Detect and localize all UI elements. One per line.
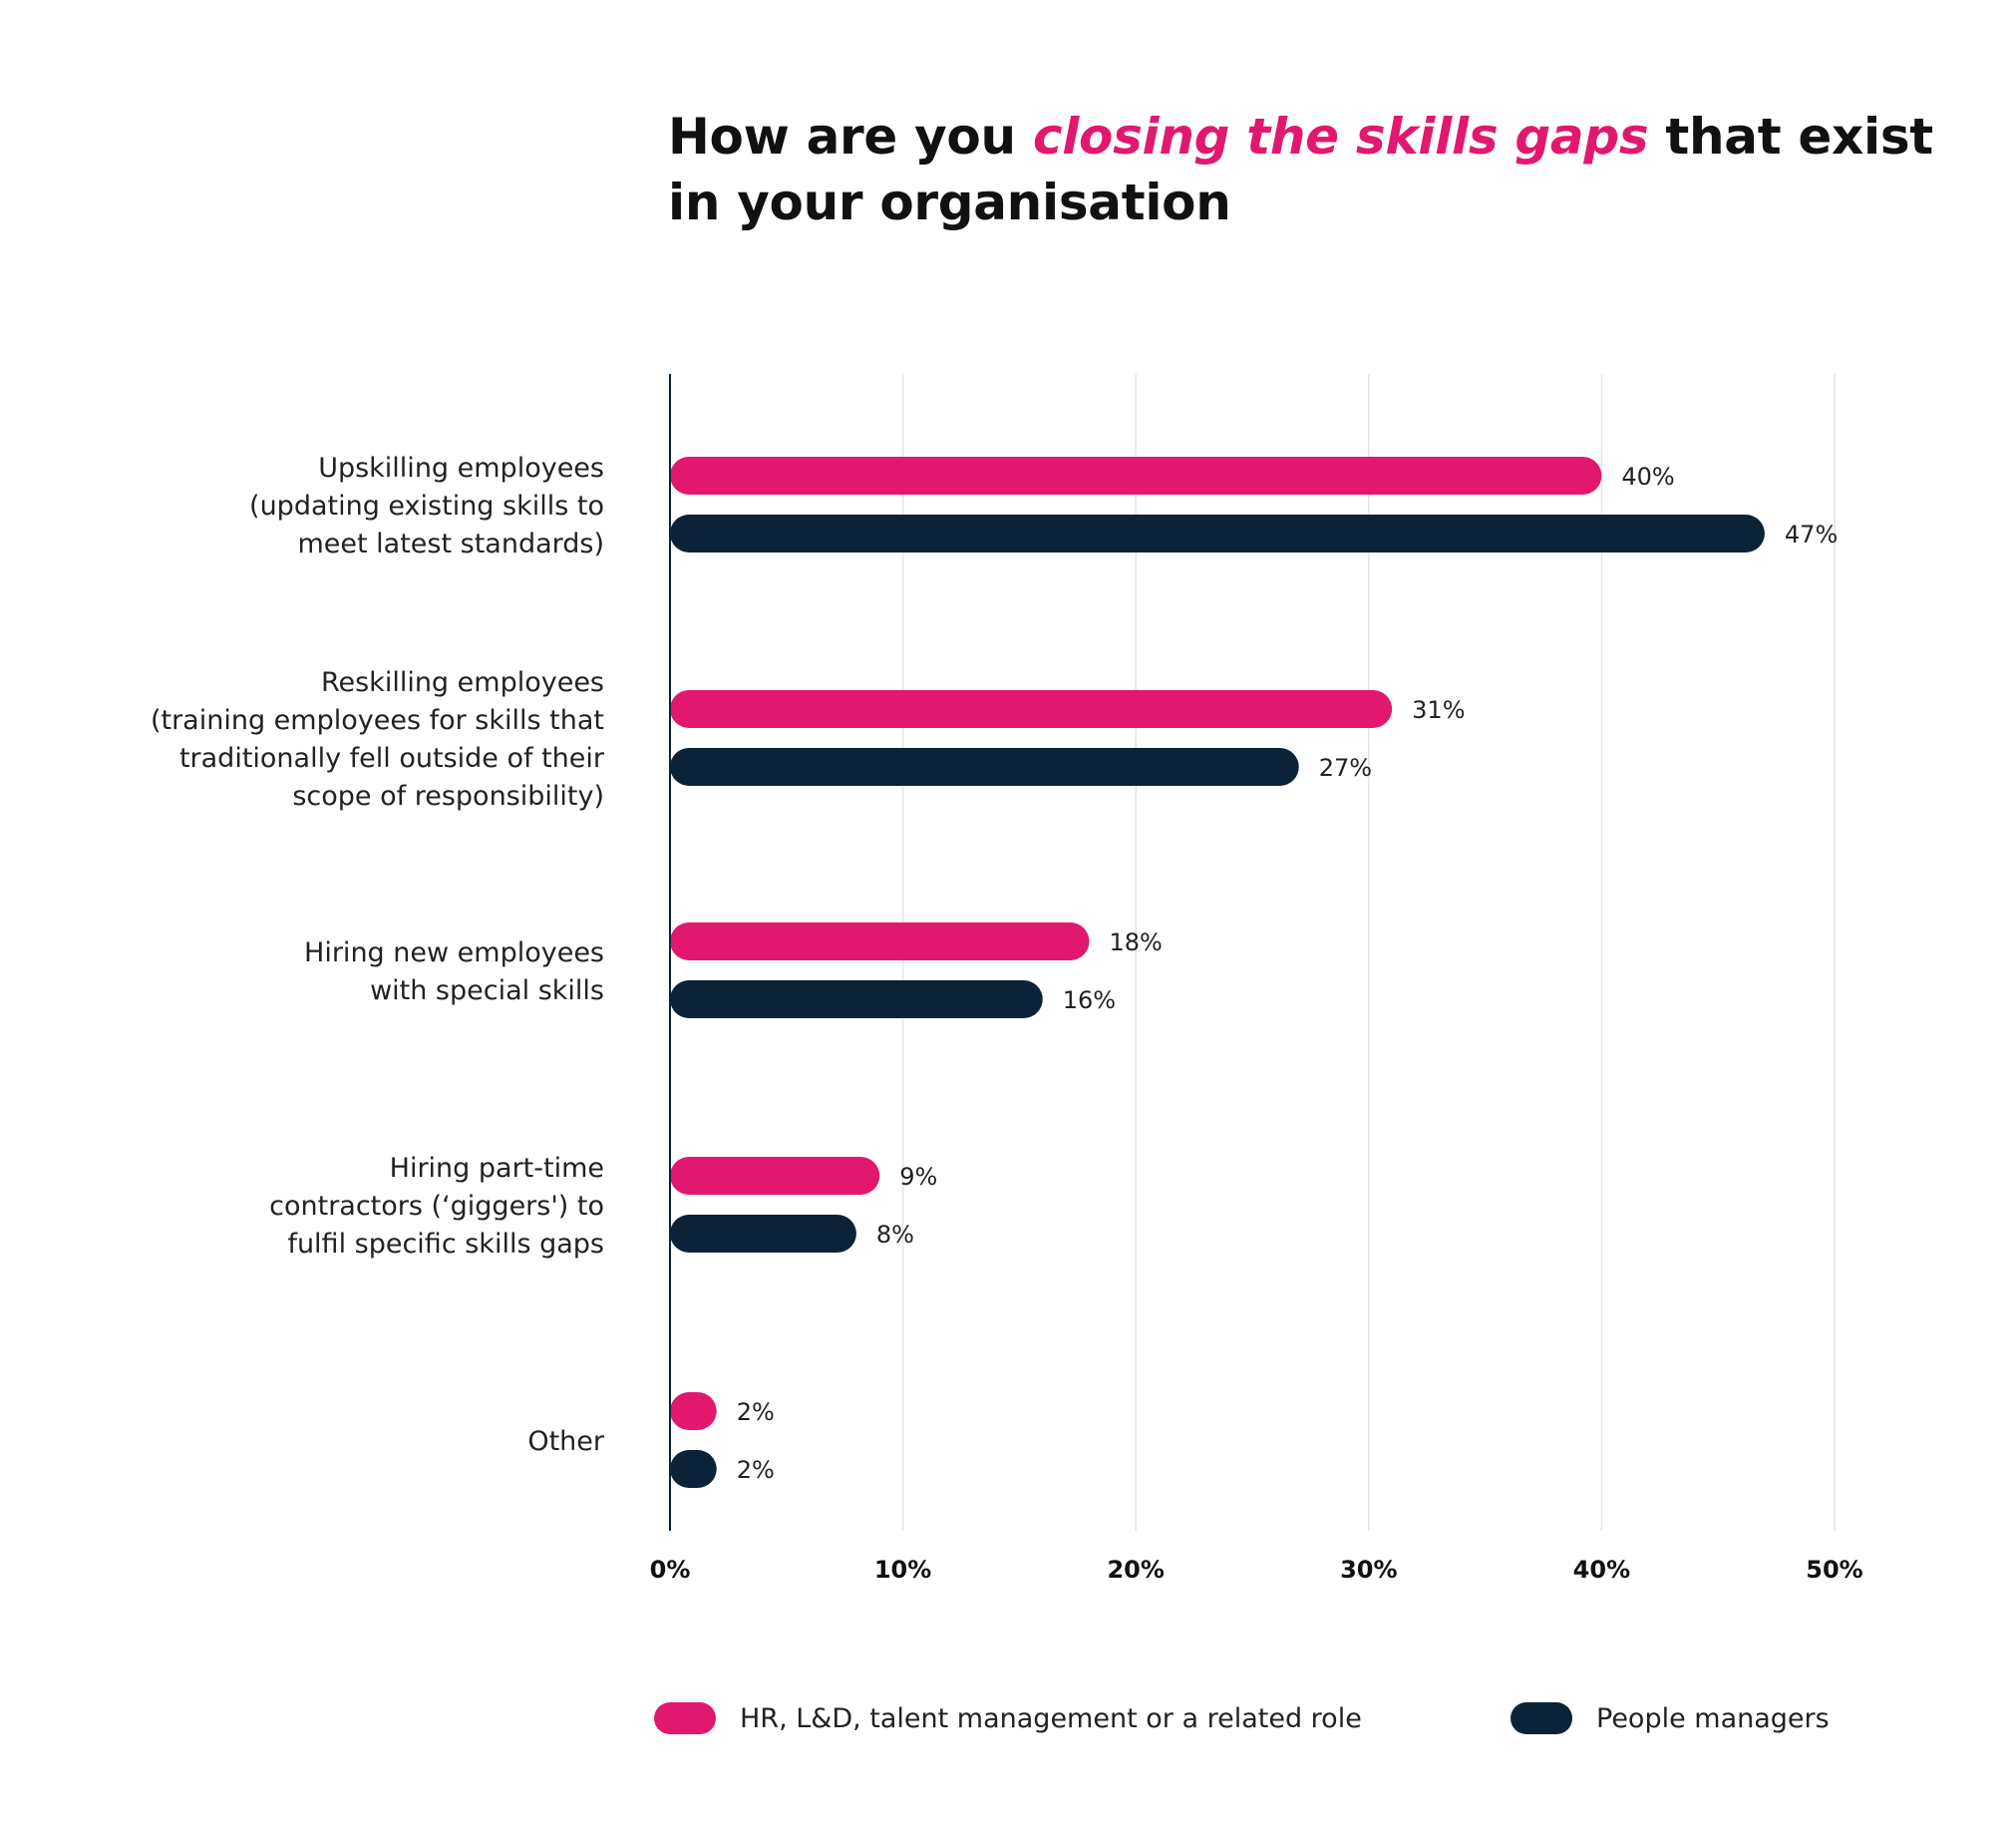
- data-label: 18%: [1109, 928, 1162, 956]
- data-label: 31%: [1412, 696, 1465, 724]
- category-label-line: Hiring new employees: [304, 937, 604, 968]
- bar-people-managers: [670, 515, 1765, 552]
- data-label: 2%: [737, 1456, 775, 1484]
- category-label-line: Hiring part-time: [390, 1153, 604, 1184]
- data-label: 16%: [1063, 986, 1116, 1014]
- category-label-line: scope of responsibility): [292, 781, 604, 812]
- data-label: 8%: [876, 1221, 914, 1249]
- title-part-2: that exist in your organisation: [668, 108, 1933, 231]
- category-label: Hiring part-time contractors (‘giggers') …: [269, 1153, 604, 1260]
- category-label-line: Reskilling employees: [321, 667, 604, 698]
- title-part-1: How are you: [668, 108, 1033, 166]
- category-label-line: (updating existing skills to: [249, 491, 604, 522]
- data-label: 27%: [1319, 754, 1372, 782]
- category-label-line: Other: [527, 1426, 605, 1457]
- data-label: 2%: [737, 1398, 775, 1426]
- bar-people-managers: [670, 1450, 717, 1488]
- data-label: 47%: [1785, 521, 1838, 548]
- x-tick-label: 0%: [650, 1556, 691, 1584]
- category-label-line: with special skills: [370, 975, 604, 1006]
- category-label-line: contractors (‘giggers') to: [269, 1191, 604, 1222]
- category-label: Hiring new employees with special skills: [304, 937, 604, 1006]
- x-tick-label: 10%: [874, 1556, 931, 1584]
- bar-hr: [670, 457, 1602, 495]
- category-label-line: fulfil specific skills gaps: [287, 1229, 604, 1260]
- title-highlight: closing the skills gaps: [1032, 108, 1649, 166]
- x-tick-label: 50%: [1806, 1556, 1862, 1584]
- data-label: 9%: [899, 1163, 937, 1191]
- bar-hr: [670, 1392, 717, 1430]
- bar-people-managers: [670, 748, 1299, 786]
- bar-hr: [670, 922, 1090, 960]
- category-label-line: traditionally fell outside of their: [179, 743, 605, 774]
- bar-hr: [670, 690, 1393, 728]
- category-label: Upskilling employees (updating existing s…: [249, 453, 604, 559]
- bar-people-managers: [670, 980, 1043, 1018]
- chart-title: How are you closing the skills gaps that…: [668, 104, 1964, 235]
- bar-hr: [670, 1157, 880, 1195]
- x-tick-label: 20%: [1107, 1556, 1164, 1584]
- category-label-line: (training employees for skills that: [151, 705, 604, 736]
- x-tick-label: 40%: [1573, 1556, 1630, 1584]
- bar-people-managers: [670, 1215, 856, 1253]
- category-label: Reskilling employees (training employees …: [151, 667, 605, 812]
- data-label: 40%: [1621, 463, 1674, 491]
- x-tick-label: 30%: [1340, 1556, 1397, 1584]
- category-label-line: Upskilling employees: [318, 453, 604, 484]
- category-label-line: meet latest standards): [297, 529, 604, 559]
- category-label: Other: [527, 1426, 605, 1457]
